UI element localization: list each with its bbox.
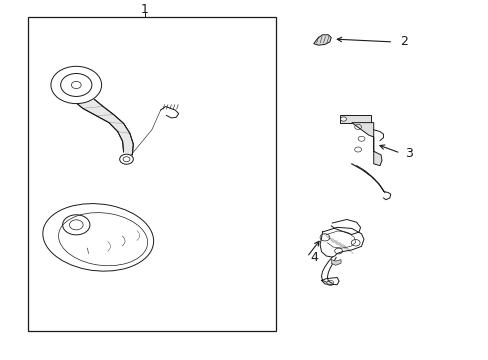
Polygon shape: [313, 35, 330, 45]
Circle shape: [340, 117, 346, 121]
Text: 2: 2: [400, 35, 407, 49]
Bar: [27, 17, 276, 330]
Text: 4: 4: [310, 251, 318, 264]
Ellipse shape: [43, 204, 153, 271]
Circle shape: [51, 66, 102, 104]
Text: 1: 1: [141, 3, 148, 16]
Polygon shape: [330, 260, 340, 265]
Text: 3: 3: [405, 147, 412, 159]
Polygon shape: [76, 99, 133, 155]
Polygon shape: [351, 123, 381, 166]
Polygon shape: [339, 116, 370, 123]
Circle shape: [120, 154, 133, 164]
